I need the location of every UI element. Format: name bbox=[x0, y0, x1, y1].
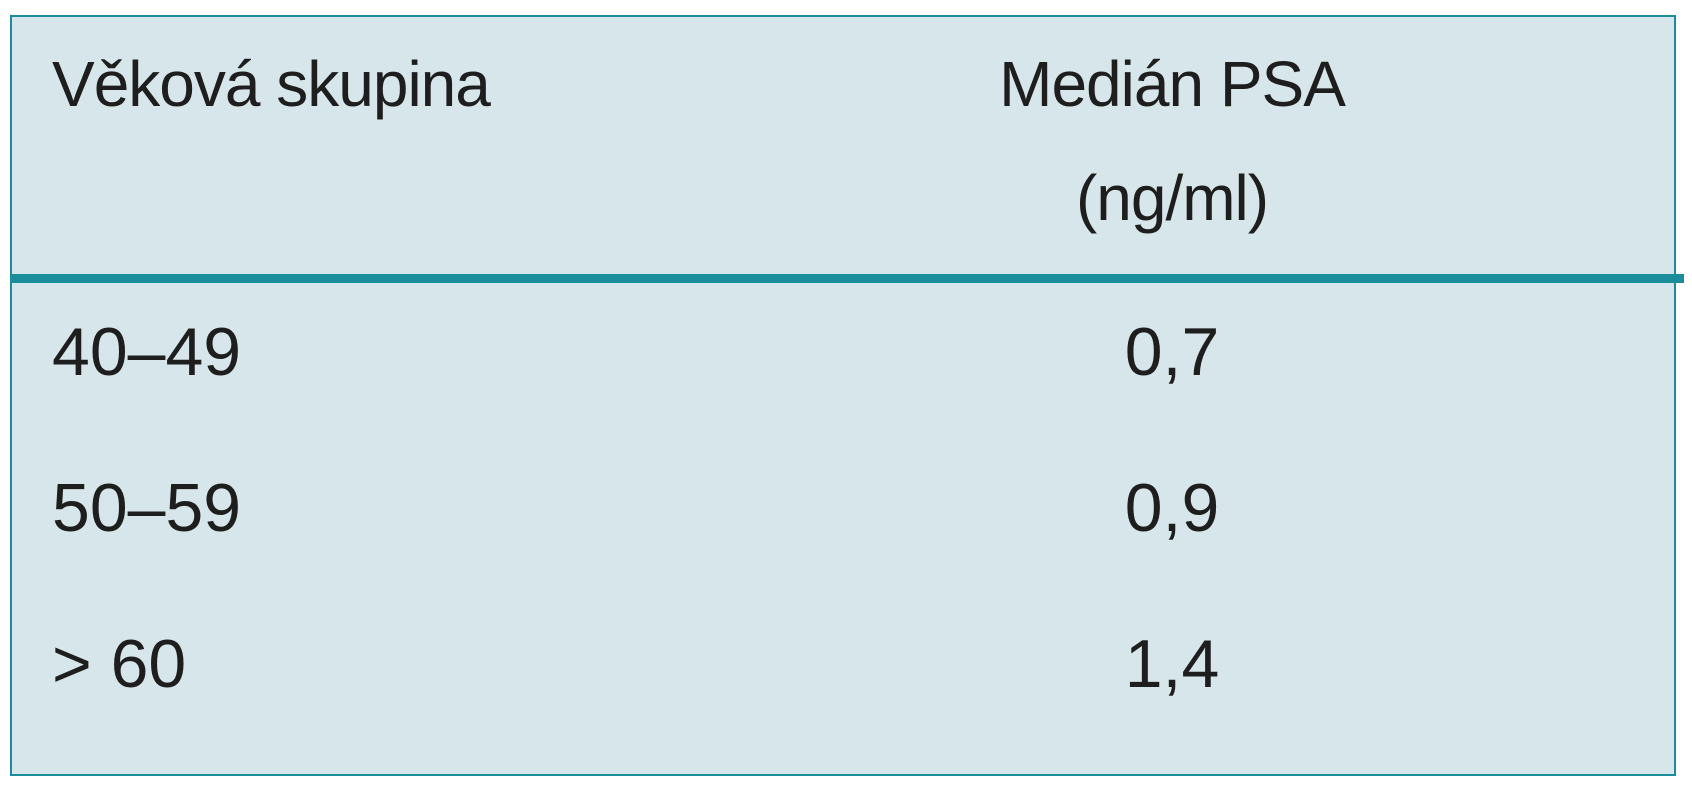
header-rule bbox=[10, 274, 1684, 283]
table-cell: > 60 bbox=[52, 626, 187, 702]
header-cell: (ng/ml) bbox=[1075, 162, 1269, 234]
table-cell: 50–59 bbox=[52, 470, 242, 546]
table-cell: 1,4 bbox=[1124, 626, 1220, 702]
header-cell: Věková skupina bbox=[52, 48, 491, 120]
table-background bbox=[10, 15, 1676, 776]
table-cell: 40–49 bbox=[52, 314, 242, 390]
table-cell: 0,7 bbox=[1124, 314, 1220, 390]
table-cell: 0,9 bbox=[1124, 470, 1220, 546]
header-cell: Medián PSA bbox=[999, 48, 1346, 120]
